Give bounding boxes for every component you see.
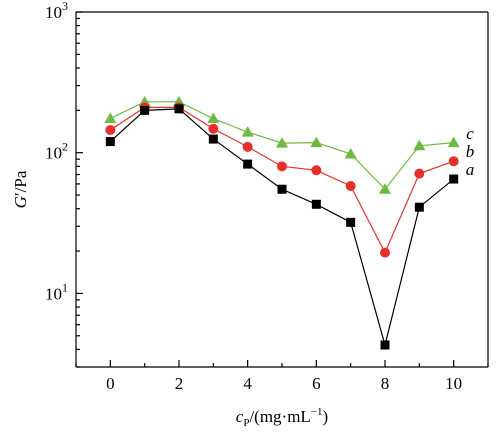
series-a-point bbox=[449, 174, 459, 184]
series-c-point bbox=[310, 136, 323, 148]
series-c bbox=[104, 95, 460, 194]
y-tick-label: 101 bbox=[45, 280, 68, 303]
series-a-point bbox=[277, 184, 287, 194]
x-axis-title: cP/(mg·mL−1) bbox=[236, 406, 328, 429]
series-c-point bbox=[413, 139, 426, 151]
y-tick-label: 103 bbox=[45, 0, 68, 22]
y-tick-label: 102 bbox=[45, 140, 68, 163]
series-c-point bbox=[447, 136, 460, 148]
series-b-point bbox=[277, 161, 287, 172]
series-a-point bbox=[380, 340, 390, 350]
x-tick-label: 2 bbox=[175, 374, 184, 393]
series-c-point bbox=[207, 112, 220, 124]
series-a-point bbox=[140, 105, 150, 115]
series-b-point bbox=[311, 165, 322, 176]
series-b-point bbox=[242, 141, 253, 152]
series-c-point bbox=[379, 183, 391, 194]
series-c-point bbox=[104, 112, 117, 124]
series-b-point bbox=[380, 247, 390, 258]
x-tick-label: 8 bbox=[381, 374, 390, 393]
series-label-c: c bbox=[466, 124, 474, 143]
series-c-point bbox=[241, 126, 254, 137]
x-tick-label: 6 bbox=[312, 374, 321, 393]
series-a-point bbox=[243, 159, 253, 169]
series-a-point bbox=[346, 217, 356, 227]
series-b-line bbox=[109, 106, 454, 255]
series-a-point bbox=[414, 202, 424, 212]
series-b-point bbox=[208, 123, 219, 134]
series-a-point bbox=[208, 134, 218, 144]
series-b-point bbox=[345, 181, 356, 192]
series-a-point bbox=[174, 104, 184, 114]
series-a bbox=[105, 104, 459, 350]
x-tick-label: 0 bbox=[106, 374, 115, 393]
series-b-point bbox=[105, 125, 116, 136]
series-layer bbox=[104, 95, 460, 350]
series-c-point bbox=[276, 137, 288, 148]
series-label-b: b bbox=[466, 142, 475, 161]
series-a-point bbox=[105, 137, 115, 147]
axes: 0 2 4 6 8 10 101 102 103 bbox=[45, 0, 489, 393]
labels-layer: cP/(mg·mL−1) G′/Pa abc bbox=[11, 124, 474, 429]
series-label-a: a bbox=[466, 160, 475, 179]
x-tick-label: 4 bbox=[243, 374, 252, 393]
x-tick-label: 10 bbox=[445, 374, 462, 393]
series-a-point bbox=[311, 199, 321, 209]
series-c-point bbox=[344, 147, 357, 159]
series-b-point bbox=[448, 156, 459, 167]
series-b bbox=[105, 102, 459, 258]
y-axis-title: G′/Pa bbox=[11, 170, 30, 208]
series-b-point bbox=[414, 168, 425, 179]
